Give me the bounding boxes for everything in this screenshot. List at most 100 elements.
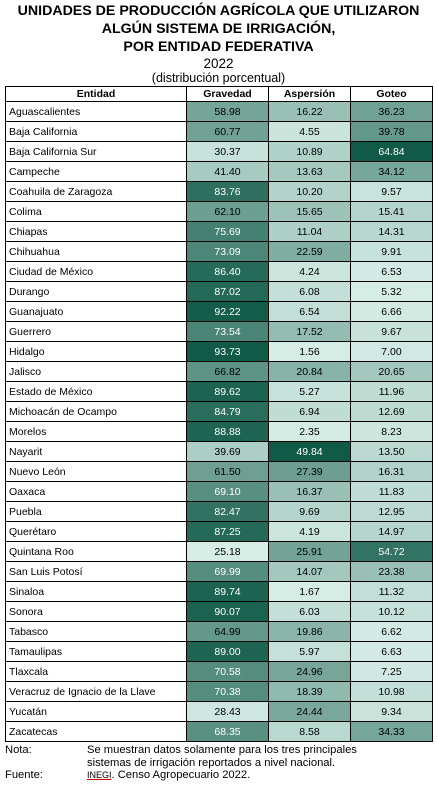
cell-entidad: Baja California bbox=[5, 121, 187, 142]
table-body: Aguascalientes 58.98 16.22 36.23 Baja Califo… bbox=[5, 101, 433, 742]
cell-entidad: Guanajuato bbox=[5, 301, 187, 322]
cell-gravedad: 39.69 bbox=[186, 441, 269, 462]
title-line-1: UNIDADES DE PRODUCCIÓN AGRÍCOLA QUE UTIL… bbox=[17, 3, 420, 19]
table-row: Durango 87.02 6.08 5.32 bbox=[5, 281, 433, 302]
cell-goteo: 6.63 bbox=[350, 641, 433, 662]
cell-aspersion: 16.22 bbox=[268, 101, 351, 122]
cell-entidad: Morelos bbox=[5, 421, 187, 442]
cell-entidad: Querétaro bbox=[5, 521, 187, 542]
cell-goteo: 64.84 bbox=[350, 141, 433, 162]
cell-entidad: Hidalgo bbox=[5, 341, 187, 362]
cell-gravedad: 60.77 bbox=[186, 121, 269, 142]
cell-aspersion: 4.19 bbox=[268, 521, 351, 542]
cell-goteo: 15.41 bbox=[350, 201, 433, 222]
table-row: Sonora 90.07 6.03 10.12 bbox=[5, 601, 433, 622]
cell-aspersion: 17.52 bbox=[268, 321, 351, 342]
table-row: Coahuila de Zaragoza 83.76 10.20 9.57 bbox=[5, 181, 433, 202]
cell-goteo: 8.23 bbox=[350, 421, 433, 442]
cell-aspersion: 16.37 bbox=[268, 481, 351, 502]
cell-goteo: 11.32 bbox=[350, 581, 433, 602]
cell-goteo: 34.33 bbox=[350, 721, 433, 742]
cell-entidad: Baja California Sur bbox=[5, 141, 187, 162]
cell-gravedad: 89.00 bbox=[186, 641, 269, 662]
cell-gravedad: 82.47 bbox=[186, 501, 269, 522]
title-year: 2022 bbox=[203, 56, 234, 71]
table-row: Tabasco 64.99 19.86 6.62 bbox=[5, 621, 433, 642]
cell-gravedad: 58.98 bbox=[186, 101, 269, 122]
table-row: Jalisco 66.82 20.84 20.65 bbox=[5, 361, 433, 382]
header-entidad: Entidad bbox=[5, 86, 187, 102]
table-row: Quintana Roo 25.18 25.91 54.72 bbox=[5, 541, 433, 562]
cell-gravedad: 28.43 bbox=[186, 701, 269, 722]
table-row: Michoacán de Ocampo 84.79 6.94 12.69 bbox=[5, 401, 433, 422]
cell-gravedad: 68.35 bbox=[186, 721, 269, 742]
cell-goteo: 9.34 bbox=[350, 701, 433, 722]
cell-gravedad: 70.38 bbox=[186, 681, 269, 702]
cell-entidad: Aguascalientes bbox=[5, 101, 187, 122]
cell-goteo: 7.25 bbox=[350, 661, 433, 682]
fuente-org: INEGI bbox=[87, 770, 112, 780]
table-row: Baja California 60.77 4.55 39.78 bbox=[5, 121, 433, 142]
cell-aspersion: 6.94 bbox=[268, 401, 351, 422]
cell-aspersion: 4.24 bbox=[268, 261, 351, 282]
cell-gravedad: 73.09 bbox=[186, 241, 269, 262]
cell-gravedad: 41.40 bbox=[186, 161, 269, 182]
cell-aspersion: 27.39 bbox=[268, 461, 351, 482]
cell-aspersion: 8.58 bbox=[268, 721, 351, 742]
irrigation-table: Entidad Gravedad Aspersión Goteo Aguasca… bbox=[5, 86, 433, 742]
cell-gravedad: 30.37 bbox=[186, 141, 269, 162]
cell-goteo: 14.31 bbox=[350, 221, 433, 242]
table-row: Morelos 88.88 2.35 8.23 bbox=[5, 421, 433, 442]
title-block: UNIDADES DE PRODUCCIÓN AGRÍCOLA QUE UTIL… bbox=[0, 0, 437, 85]
cell-aspersion: 24.44 bbox=[268, 701, 351, 722]
cell-aspersion: 1.56 bbox=[268, 341, 351, 362]
cell-aspersion: 18.39 bbox=[268, 681, 351, 702]
cell-goteo: 7.00 bbox=[350, 341, 433, 362]
cell-aspersion: 10.89 bbox=[268, 141, 351, 162]
cell-gravedad: 84.79 bbox=[186, 401, 269, 422]
nota-line-1: Se muestran datos solamente para los tre… bbox=[87, 744, 357, 756]
cell-gravedad: 66.82 bbox=[186, 361, 269, 382]
cell-entidad: Oaxaca bbox=[5, 481, 187, 502]
cell-aspersion: 19.86 bbox=[268, 621, 351, 642]
table-row: Tlaxcala 70.58 24.96 7.25 bbox=[5, 661, 433, 682]
table-row: Zacatecas 68.35 8.58 34.33 bbox=[5, 721, 433, 742]
cell-entidad: Zacatecas bbox=[5, 721, 187, 742]
cell-entidad: Nayarit bbox=[5, 441, 187, 462]
cell-gravedad: 69.99 bbox=[186, 561, 269, 582]
cell-goteo: 11.83 bbox=[350, 481, 433, 502]
cell-entidad: Michoacán de Ocampo bbox=[5, 401, 187, 422]
nota-text: Se muestran datos solamente para los tre… bbox=[87, 744, 437, 769]
cell-gravedad: 25.18 bbox=[186, 541, 269, 562]
cell-gravedad: 89.74 bbox=[186, 581, 269, 602]
header-aspersion: Aspersión bbox=[268, 86, 351, 102]
cell-gravedad: 73.54 bbox=[186, 321, 269, 342]
cell-entidad: Quintana Roo bbox=[5, 541, 187, 562]
cell-goteo: 23.38 bbox=[350, 561, 433, 582]
cell-entidad: Ciudad de México bbox=[5, 261, 187, 282]
cell-goteo: 9.67 bbox=[350, 321, 433, 342]
cell-aspersion: 11.04 bbox=[268, 221, 351, 242]
cell-entidad: Chihuahua bbox=[5, 241, 187, 262]
cell-gravedad: 83.76 bbox=[186, 181, 269, 202]
fuente-label: Fuente: bbox=[5, 769, 43, 781]
cell-gravedad: 69.10 bbox=[186, 481, 269, 502]
cell-entidad: Nuevo León bbox=[5, 461, 187, 482]
header-goteo: Goteo bbox=[350, 86, 433, 102]
cell-goteo: 11.96 bbox=[350, 381, 433, 402]
table-row: Nayarit 39.69 49.84 13.50 bbox=[5, 441, 433, 462]
cell-entidad: San Luis Potosí bbox=[5, 561, 187, 582]
cell-entidad: Colima bbox=[5, 201, 187, 222]
cell-goteo: 12.95 bbox=[350, 501, 433, 522]
cell-goteo: 10.98 bbox=[350, 681, 433, 702]
cell-gravedad: 61.50 bbox=[186, 461, 269, 482]
cell-aspersion: 13.63 bbox=[268, 161, 351, 182]
table-row: Hidalgo 93.73 1.56 7.00 bbox=[5, 341, 433, 362]
nota-line-2: sistemas de irrigación reportados a nive… bbox=[87, 756, 336, 769]
table-row: Chiapas 75.69 11.04 14.31 bbox=[5, 221, 433, 242]
cell-goteo: 9.57 bbox=[350, 181, 433, 202]
cell-aspersion: 25.91 bbox=[268, 541, 351, 562]
cell-goteo: 36.23 bbox=[350, 101, 433, 122]
cell-entidad: Guerrero bbox=[5, 321, 187, 342]
cell-aspersion: 4.55 bbox=[268, 121, 351, 142]
